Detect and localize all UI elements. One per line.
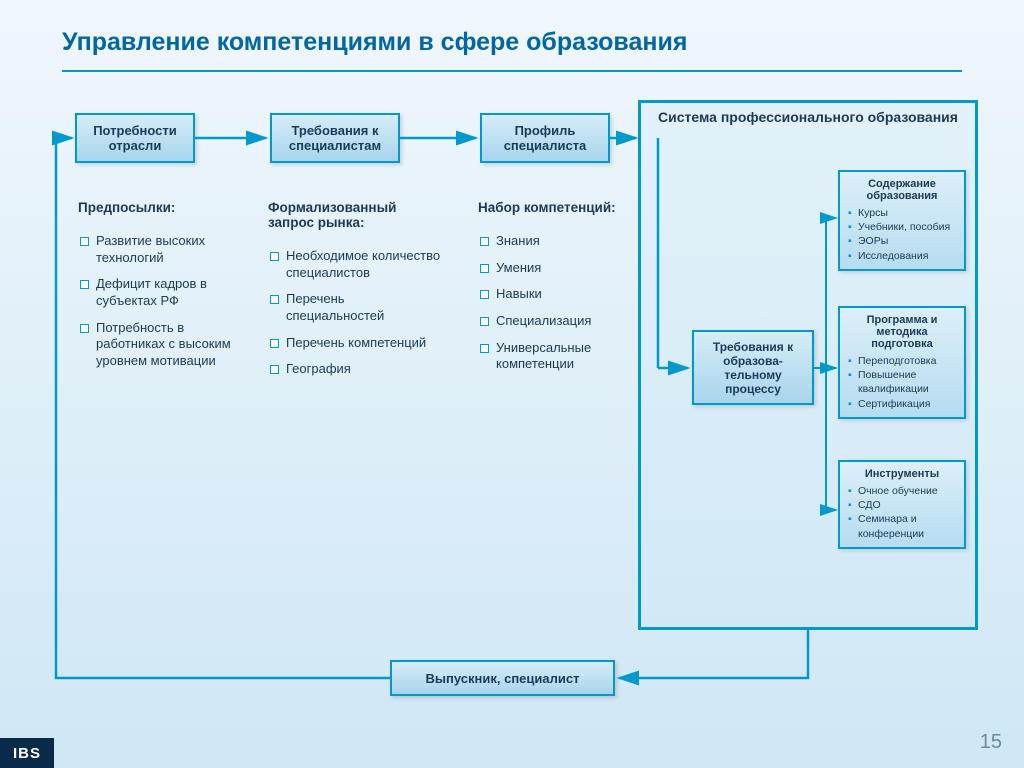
list-item: Необходимое количество специалистов (268, 248, 443, 281)
list-item: Семинара и конференции (848, 512, 956, 540)
col1-head: Предпосылки: (78, 200, 243, 215)
col2-list: Необходимое количество специалистов Переч… (268, 248, 443, 378)
list-item: ЭОРы (848, 234, 956, 248)
list-item: Потребность в работниках с высоким уровн… (78, 320, 243, 370)
box-industry-needs: Потребности отрасли (75, 113, 195, 163)
col3-head: Набор компетенций: (478, 200, 628, 215)
list-item: Повышение квалификации (848, 368, 956, 396)
list-item: Умения (478, 260, 628, 277)
box-profile: Профиль специалиста (480, 113, 610, 163)
list-item: Перечень компетенций (268, 335, 443, 352)
box-specialist-reqs: Требования к специалистам (270, 113, 400, 163)
list-item: Исследования (848, 249, 956, 263)
sidebox-program-list: ПереподготовкаПовышение квалификацииСерт… (848, 354, 956, 411)
sidebox-content: Содержание образования КурсыУчебники, по… (838, 170, 966, 271)
list-item: Очное обучение (848, 484, 956, 498)
page-number: 15 (980, 731, 1002, 754)
list-item: География (268, 361, 443, 378)
col1-list: Развитие высоких технологий Дефицит кадро… (78, 233, 243, 369)
box-edu-process-reqs: Требования к образова-тельному процессу (692, 330, 814, 405)
box-graduate: Выпускник, специалист (390, 660, 615, 696)
sidebox-tools: Инструменты Очное обучениеСДОСеминара и … (838, 460, 966, 549)
list-item: Курсы (848, 206, 956, 220)
list-item: Переподготовка (848, 354, 956, 368)
list-item: Развитие высоких технологий (78, 233, 243, 266)
logo-ibs: IBS (0, 738, 54, 768)
sidebox-tools-head: Инструменты (848, 468, 956, 480)
list-item: Сертификация (848, 397, 956, 411)
list-item: Навыки (478, 286, 628, 303)
sidebox-content-list: КурсыУчебники, пособияЭОРыИсследования (848, 206, 956, 263)
list-item: Перечень специальностей (268, 291, 443, 324)
sidebox-tools-list: Очное обучениеСДОСеминара и конференции (848, 484, 956, 541)
sidebox-program: Программа и методика подготовка Переподг… (838, 306, 966, 419)
col2-head: Формализованный запрос рынка: (268, 200, 443, 230)
container-title: Система профессионального образования (641, 109, 975, 125)
list-item: Универсальные компетенции (478, 340, 628, 373)
page-title: Управление компетенциями в сфере образов… (62, 28, 687, 57)
title-underline (62, 70, 962, 72)
list-item: Специализация (478, 313, 628, 330)
col-premises: Предпосылки: Развитие высоких технологий… (78, 200, 243, 379)
col-market: Формализованный запрос рынка: Необходимо… (268, 200, 443, 388)
sidebox-content-head: Содержание образования (848, 178, 956, 202)
list-item: Знания (478, 233, 628, 250)
sidebox-program-head: Программа и методика подготовка (848, 314, 956, 350)
col3-list: Знания Умения Навыки Специализация Универсал… (478, 233, 628, 373)
list-item: СДО (848, 498, 956, 512)
list-item: Дефицит кадров в субъектах РФ (78, 276, 243, 309)
col-competence: Набор компетенций: Знания Умения Навыки Спе… (478, 200, 628, 383)
list-item: Учебники, пособия (848, 220, 956, 234)
